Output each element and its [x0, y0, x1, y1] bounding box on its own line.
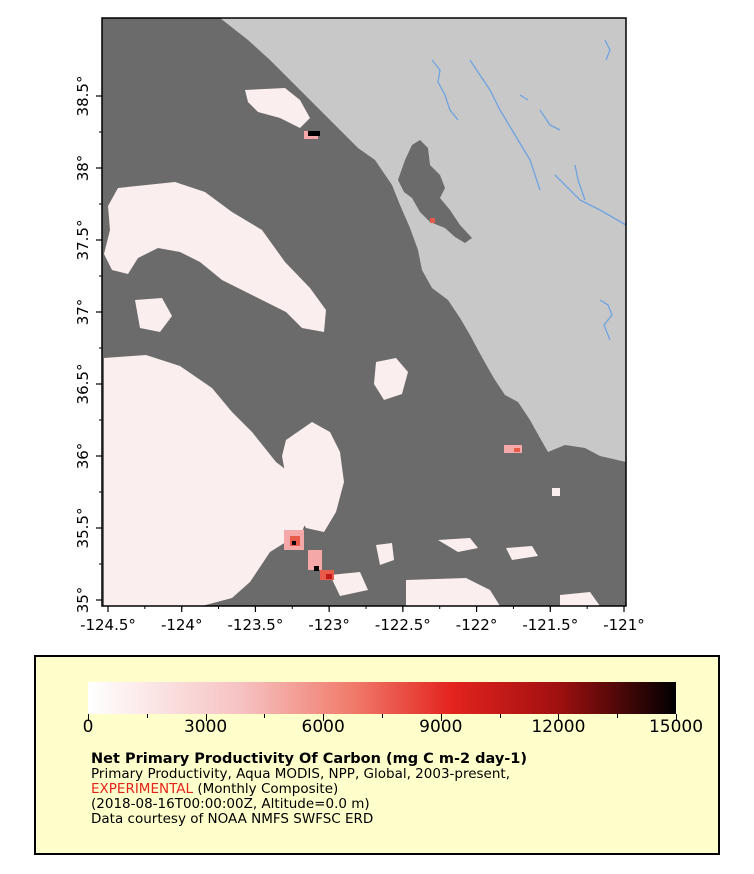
x-axis-tick-label: -121° [603, 616, 645, 634]
map-plot-area [101, 17, 627, 607]
colorbar-tick [264, 714, 266, 718]
x-axis-tick-label: -122° [456, 616, 498, 634]
legend-panel: 0 3000 6000 9000 12000 15000 Net Primary Prod… [34, 655, 720, 855]
y-axis: 35° 35.5° 36° 36.5° 37° 37.5° 38° 38.5° [74, 76, 102, 614]
colorbar-tick [617, 714, 619, 718]
legend-credit-line: Data courtesy of NOAA NMFS SWFSC ERD [91, 811, 374, 827]
x-axis-tick-label: -123.5° [227, 616, 283, 634]
colorbar-tick-label: 12000 [531, 717, 586, 737]
y-axis-tick-label: 38.5° [74, 76, 92, 117]
colorbar-tick-label: 9000 [419, 717, 463, 737]
x-axis-tick-label: -122.5° [375, 616, 431, 634]
colorbar-tick-label: 3000 [183, 717, 228, 737]
x-axis-tick-label: -124° [161, 616, 203, 634]
colorbar-tick [205, 714, 207, 721]
colorbar-tick-label: 6000 [301, 717, 345, 737]
colorbar-tick [323, 714, 325, 721]
experimental-label: EXPERIMENTAL [91, 781, 194, 797]
productivity-regions [104, 88, 600, 606]
legend-status-line: EXPERIMENTAL (Monthly Composite) [91, 782, 527, 797]
legend-text: Net Primary Productivity Of Carbon (mg C… [91, 752, 527, 827]
colorbar-tick [88, 714, 89, 721]
y-axis-tick-label: 36.5° [74, 364, 92, 405]
colorbar-tick [440, 714, 442, 721]
colorbar-ticks [88, 714, 677, 722]
colorbar-tick-label: 15000 [648, 717, 704, 737]
high-productivity-pixels [284, 131, 522, 580]
y-axis-tick-label: 37.5° [74, 220, 92, 261]
productivity-cluster [514, 448, 520, 452]
colorbar-tick [558, 714, 560, 721]
legend-composite-text: (Monthly Composite) [193, 781, 339, 797]
map-figure: -124.5° -124° -123.5° -123° -122.5° -122° -121… [74, 17, 645, 634]
legend-title: Net Primary Productivity Of Carbon (mg C… [91, 751, 528, 767]
y-axis-tick-label: 35° [74, 587, 92, 614]
y-axis-tick-label: 38° [74, 155, 92, 182]
productivity-cluster [308, 550, 322, 570]
colorbar-tick [676, 714, 677, 721]
x-axis-tick-label: -121.5° [522, 616, 578, 634]
productivity-cluster [504, 445, 522, 453]
x-axis-tick-label: -124.5° [80, 616, 136, 634]
x-axis-tick-label: -123° [308, 616, 350, 634]
legend-dataset-line: Primary Productivity, Aqua MODIS, NPP, G… [91, 766, 511, 782]
rivers [431, 39, 627, 341]
bay-productivity-pixel [430, 218, 435, 223]
legend-time-line: (2018-08-16T00:00:00Z, Altitude=0.0 m) [91, 796, 370, 812]
y-axis-tick-label: 35.5° [74, 508, 92, 549]
colorbar-tick-label: 0 [82, 717, 94, 737]
productivity-peak [292, 541, 296, 545]
x-axis: -124.5° -124° -123.5° -123° -122.5° -122° -121… [80, 606, 645, 634]
y-axis-tick-label: 36° [74, 443, 92, 470]
y-axis-tick-label: 37° [74, 299, 92, 326]
colorbar-tick [499, 714, 501, 718]
sf-bay [398, 140, 472, 243]
colorbar [88, 682, 676, 714]
land-mass [220, 18, 626, 462]
productivity-cluster [326, 574, 332, 579]
colorbar-tick [382, 714, 383, 718]
colorbar-tick [146, 714, 148, 718]
productivity-peak [308, 131, 320, 136]
productivity-peak [314, 566, 319, 571]
